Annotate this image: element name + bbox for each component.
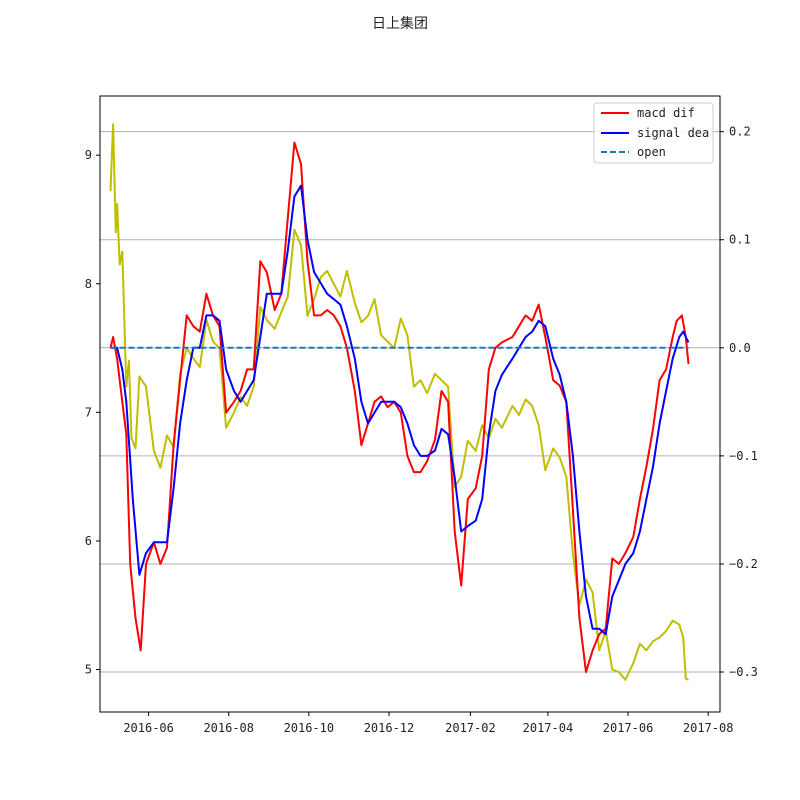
x-tick-label-6: 2017-06 [603,721,654,735]
legend-label-open: open [637,145,666,159]
y-right-tick-label-3: −0.1 [729,449,758,463]
y-left-tick-label-3: 8 [85,277,92,291]
chart-title: 日上集团 [372,15,428,32]
y-axis-left: 5 6 7 8 9 [85,148,100,677]
x-axis: 2016-06 2016-08 2016-10 2016-12 2017-02 2017-… [123,712,733,735]
y-right-tick-label-4: −0.2 [729,557,758,571]
y-right-tick-label-2: 0.0 [729,341,751,355]
series-line-price [109,123,689,681]
y-left-tick-label-4: 9 [85,148,92,162]
x-tick-label-1: 2016-08 [203,721,254,735]
legend-label-signal: signal dea [637,126,709,140]
x-tick-label-2: 2016-10 [284,721,335,735]
y-left-tick-label-1: 6 [85,534,92,548]
y-right-tick-label-5: −0.3 [729,665,758,679]
x-tick-label-3: 2016-12 [364,721,415,735]
y-left-tick-label-0: 5 [85,663,92,677]
y-left-tick-label-2: 7 [85,405,92,419]
plot-frame [99,95,721,713]
y-right-tick-label-0: 0.2 [729,125,751,139]
series-line-signal-dea [110,184,690,636]
x-tick-label-4: 2017-02 [445,721,496,735]
legend: macd dif signal dea open [593,102,714,164]
x-tick-label-7: 2017-08 [683,721,734,735]
y-right-tick-label-1: 0.1 [729,233,751,247]
legend-box [593,102,714,164]
y-axis-right: 0.2 0.1 0.0 −0.1 −0.2 −0.3 [720,125,758,679]
x-tick-label-5: 2017-04 [523,721,574,735]
legend-label-macd: macd dif [637,106,695,120]
right-axis-grid [100,131,720,673]
plot-series [109,123,690,681]
x-tick-label-0: 2016-06 [123,721,174,735]
